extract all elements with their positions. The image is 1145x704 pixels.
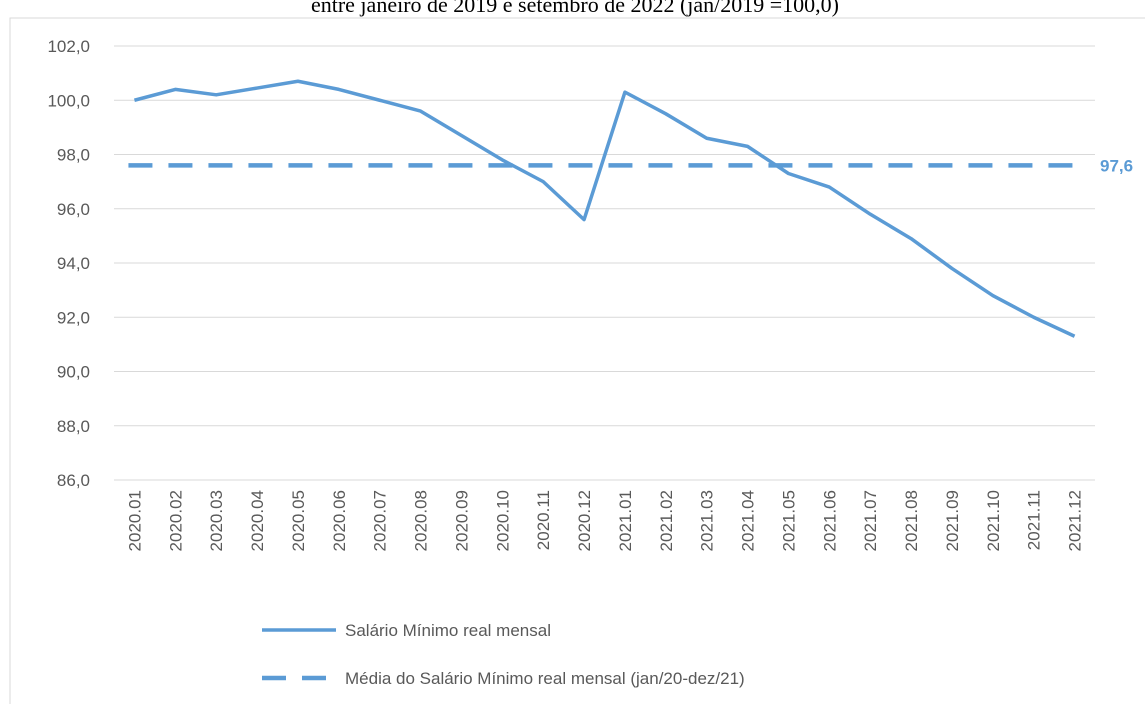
x-tick-label: 2020.04: [248, 490, 267, 551]
x-tick-label: 2021.09: [943, 490, 962, 551]
x-tick-label: 2021.04: [739, 490, 758, 551]
x-tick-label: 2020.06: [330, 490, 349, 551]
x-tick-label: 2021.10: [984, 490, 1003, 551]
y-tick-label: 88,0: [57, 417, 90, 436]
x-tick-label: 2021.05: [779, 490, 798, 551]
x-tick-label: 2021.01: [616, 490, 635, 551]
y-tick-label: 90,0: [57, 363, 90, 382]
legend-label: Média do Salário Mínimo real mensal (jan…: [345, 669, 745, 688]
y-tick-label: 98,0: [57, 146, 90, 165]
y-tick-label: 94,0: [57, 254, 90, 273]
legend-label: Salário Mínimo real mensal: [345, 621, 551, 640]
x-tick-label: 2020.09: [452, 490, 471, 551]
y-tick-label: 100,0: [47, 91, 90, 110]
x-tick-label: 2020.07: [371, 490, 390, 551]
x-tick-label: 2021.12: [1066, 490, 1085, 551]
x-tick-label: 2021.07: [861, 490, 880, 551]
y-tick-label: 92,0: [57, 308, 90, 327]
chart-frame: [9, 17, 1145, 704]
chart-title: entre janeiro de 2019 e setembro de 2022…: [311, 0, 839, 17]
x-tick-label: 2020.01: [125, 490, 144, 551]
x-tick-label: 2020.11: [534, 490, 553, 550]
y-tick-label: 86,0: [57, 471, 90, 490]
x-tick-label: 2021.06: [820, 490, 839, 551]
x-tick-label: 2020.10: [493, 490, 512, 551]
reference-label: 97,6: [1100, 156, 1133, 175]
x-tick-label: 2020.02: [166, 490, 185, 551]
x-tick-label: 2020.03: [207, 490, 226, 551]
x-tick-label: 2021.02: [657, 490, 676, 551]
y-tick-label: 96,0: [57, 200, 90, 219]
x-tick-label: 2021.03: [698, 490, 717, 551]
y-tick-label: 102,0: [47, 37, 90, 56]
x-tick-label: 2020.12: [575, 490, 594, 551]
x-tick-label: 2020.05: [289, 490, 308, 551]
x-tick-label: 2021.11: [1025, 490, 1044, 550]
x-tick-label: 2021.08: [902, 490, 921, 551]
series-line: [133, 79, 1076, 338]
x-tick-label: 2020.08: [412, 490, 431, 551]
